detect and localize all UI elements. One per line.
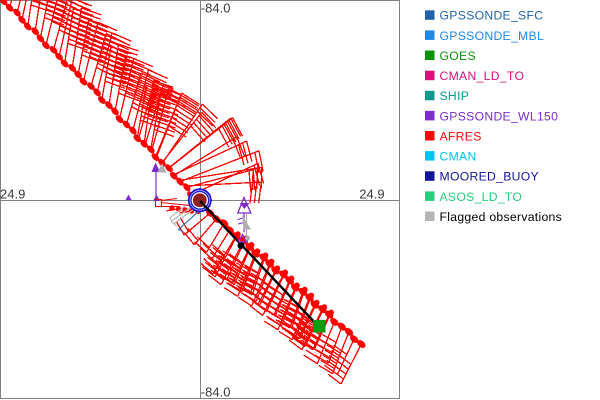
svg-text:24.9: 24.9 bbox=[359, 187, 384, 202]
svg-text:GOES: GOES bbox=[440, 49, 476, 63]
svg-text:GPSSONDE_SFC: GPSSONDE_SFC bbox=[440, 9, 544, 23]
svg-text:GPSSONDE_WL150: GPSSONDE_WL150 bbox=[440, 109, 559, 123]
svg-text:CMAN: CMAN bbox=[440, 150, 477, 164]
svg-text:MOORED_BUOY: MOORED_BUOY bbox=[440, 170, 539, 184]
svg-text:-84.0: -84.0 bbox=[201, 385, 231, 400]
svg-text:24.9: 24.9 bbox=[0, 187, 25, 202]
svg-text:AFRES: AFRES bbox=[440, 129, 482, 143]
svg-text:ASOS_LD_TO: ASOS_LD_TO bbox=[440, 190, 523, 204]
svg-text:-84.0: -84.0 bbox=[201, 1, 231, 16]
svg-text:Flagged observations: Flagged observations bbox=[440, 210, 563, 224]
svg-text:CMAN_LD_TO: CMAN_LD_TO bbox=[440, 69, 525, 83]
svg-text:SHIP: SHIP bbox=[440, 89, 470, 103]
svg-text:GPSSONDE_MBL: GPSSONDE_MBL bbox=[440, 29, 545, 43]
